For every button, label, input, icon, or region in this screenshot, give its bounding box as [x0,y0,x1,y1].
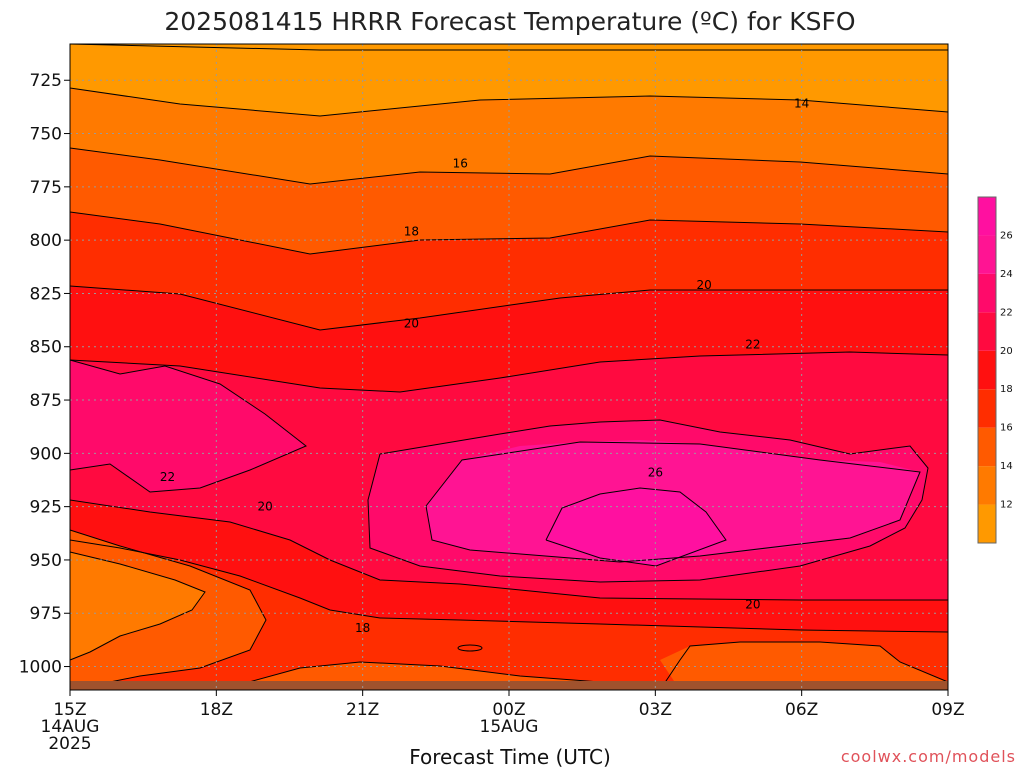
colorbar: 26 24 22 20 18 16 14 12 [977,196,1013,544]
colorbar-swatch-0 [978,504,996,543]
y-tick-label-5: 850 [30,338,62,358]
colorbar-tick-1: 24 [1000,269,1013,280]
colorbar-tick-2: 22 [1000,307,1013,318]
contour-line-13 [659,641,949,691]
colorbar-frame [977,196,997,544]
x-tick-label-0: 15Z [53,700,86,720]
colorbar-swatch-8 [978,197,996,236]
temperature-band-8 [546,488,726,566]
colorbar-swatch-7 [978,235,996,274]
contour-label-4: 20 [404,316,419,330]
contour-line-9 [69,499,948,601]
y-tick-label-2: 775 [30,178,62,198]
contour-line-0 [69,87,949,117]
colorbar-swatch-4 [978,350,996,390]
contour-line-11 [69,529,267,691]
contour-labels: 14 16 18 20 20 22 22 26 20 20 18 [160,97,809,635]
contour-line-4 [69,351,949,393]
colorbar-tick-3: 20 [1000,346,1013,357]
x-axis-label: Forecast Time (UTC) [409,745,611,768]
contour-line-5 [69,359,307,493]
y-tick-label-10: 975 [30,604,62,624]
colorbar-swatch-1 [978,466,996,505]
contour-label-2: 18 [404,225,419,239]
y-tick-label-11: 1000 [19,658,62,678]
y-tick-label-7: 900 [30,444,62,464]
y-tick-label-8: 925 [30,498,62,518]
temperature-band-14 [660,642,948,690]
colorbar-tick-7: 12 [1000,500,1013,511]
contour-label-5: 22 [745,338,760,352]
contour-label-3: 20 [696,278,711,292]
y-axis: 725 750 775 800 825 850 875 900 925 950 975 1000 [19,71,70,678]
plot-area: 14 16 18 20 20 22 22 26 20 20 18 [69,43,949,691]
contour-line-8 [545,487,727,567]
contour-line-12 [69,551,206,661]
y-tick-label-3: 800 [30,231,62,251]
y-tick-label-4: 825 [30,284,62,304]
contour-label-6: 22 [160,470,175,484]
grid-lines [70,44,948,690]
contour-line-3 [69,285,948,331]
colorbar-swatch-3 [978,389,996,428]
y-tick-label-6: 875 [30,391,62,411]
temperature-band-5 [70,360,306,492]
colorbar-tick-4: 18 [1000,384,1013,395]
contour-label-9: 20 [745,598,760,612]
x-tick-label-6: 09Z [931,700,964,720]
contour-line-6 [367,419,929,583]
x-tick-label-1: 18Z [200,700,233,720]
x-tick-label-4: 03Z [639,700,672,720]
colorbar-swatch-2 [978,427,996,467]
colorbar-tick-5: 16 [1000,423,1013,434]
y-tick-label-1: 750 [30,125,62,145]
contour-line-1 [69,147,949,185]
contour-label-10: 18 [355,621,370,635]
contour-label-8: 20 [257,500,272,514]
contour-line-10 [69,539,949,633]
y-tick-label-0: 725 [30,71,62,91]
contour-label-0: 14 [794,97,809,111]
x-tick-year-0: 2025 [48,734,91,754]
x-tick-label-5: 06Z [785,700,818,720]
x-tick-date-3: 15AUG [480,717,539,737]
contour-line-2 [69,211,949,255]
x-tick-date-0: 14AUG [41,717,100,737]
contour-label-1: 16 [453,156,468,170]
ground-strip [70,681,948,690]
x-tick-label-3: 00Z [492,700,525,720]
contour-lines [69,43,949,691]
colorbar-swatch-6 [978,273,996,313]
x-tick-label-2: 21Z [346,700,379,720]
y-tick-label-9: 950 [30,551,62,571]
contour-label-7: 26 [648,466,663,480]
contour-line-7 [425,441,921,563]
chart-title: 2025081415 HRRR Forecast Temperature (ºC… [164,7,855,36]
colorbar-tick-0: 26 [1000,230,1013,241]
colorbar-swatch-5 [978,312,996,351]
contour-line-15 [69,43,948,51]
contour-line-small-loop [457,644,483,652]
colorbar-tick-6: 14 [1000,461,1013,472]
credit-text: coolwx.com/models [841,747,1016,766]
